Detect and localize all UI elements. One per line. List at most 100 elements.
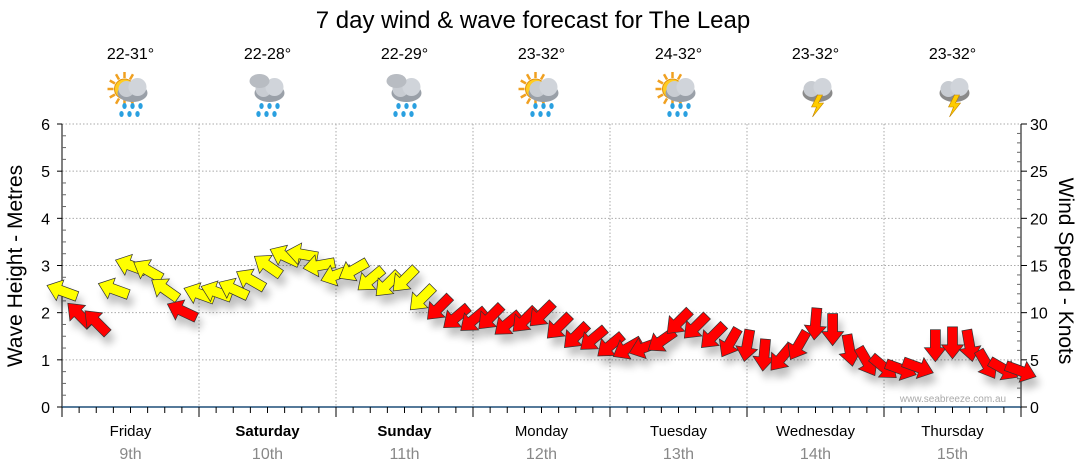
raindrop	[678, 103, 683, 109]
day-date: 13th	[663, 446, 694, 463]
wind-arrow	[409, 283, 437, 311]
wind-arrow	[529, 299, 557, 327]
day-name: Sunday	[377, 423, 432, 440]
sun-ray	[128, 73, 135, 81]
sun-ray	[539, 73, 546, 81]
wind-arrow	[787, 328, 812, 361]
sun-ray	[676, 73, 683, 81]
raindrop	[409, 111, 414, 117]
wind-arrow	[357, 265, 387, 291]
cloud	[386, 74, 407, 88]
wind-arrow	[302, 254, 336, 278]
raindrop	[541, 103, 546, 109]
sun-ray	[114, 73, 121, 81]
wind-arrow	[923, 329, 948, 363]
wind-arrow	[253, 254, 284, 280]
raindrop	[272, 111, 277, 117]
day-temp: 24-32°	[655, 46, 702, 63]
y-right-tick-label: 15	[1030, 259, 1048, 276]
day-temp: 23-32°	[929, 46, 976, 63]
wind-arrow	[133, 259, 165, 284]
y-right-tick-label: 20	[1030, 211, 1048, 228]
watermark: www.seabreeze.com.au	[899, 394, 1006, 405]
day-temp: 22-31°	[107, 46, 154, 63]
y-left-tick-label: 5	[41, 164, 50, 181]
day-name: Wednesday	[776, 423, 855, 440]
raindrop	[675, 111, 680, 117]
sun-cloud-rain-icon	[655, 72, 696, 117]
y-axis-right-label: Wind Speed - Knots	[1054, 178, 1077, 365]
wind-arrow	[443, 302, 472, 329]
wind-arrow	[803, 307, 828, 341]
wind-arrow	[683, 311, 711, 339]
chart-title: 7 day wind & wave forecast for The Leap	[316, 7, 750, 34]
y-left-tick-label: 1	[41, 353, 50, 370]
raindrop	[264, 111, 269, 117]
raindrop	[135, 111, 140, 117]
cloud	[249, 74, 270, 88]
lightning	[948, 94, 962, 118]
raindrop	[549, 103, 554, 109]
sun-ray	[657, 79, 664, 85]
day-name: Tuesday	[650, 423, 707, 440]
day-temp: 23-32°	[518, 46, 565, 63]
sun-ray	[520, 93, 527, 99]
day-name: Friday	[110, 423, 152, 440]
wind-arrow	[46, 279, 80, 302]
raindrop	[138, 103, 143, 109]
storm-icon	[802, 78, 833, 118]
storm-icon	[939, 78, 970, 118]
raindrop	[686, 103, 691, 109]
wind-arrow	[338, 257, 370, 282]
wind-arrow	[580, 324, 609, 350]
y-right-tick-label: 30	[1030, 117, 1048, 134]
cloud	[265, 78, 284, 96]
sun-ray	[657, 93, 664, 99]
day-temp: 22-28°	[244, 46, 291, 63]
sun-ray	[109, 93, 116, 99]
raindrop	[670, 103, 675, 109]
raindrop	[130, 103, 135, 109]
y-axis-left-label: Wave Height - Metres	[4, 165, 27, 367]
day-date: 12th	[526, 446, 557, 463]
wind-arrow	[151, 278, 182, 303]
wind-arrow	[597, 331, 626, 357]
wind-arrow	[1003, 360, 1037, 383]
y-left-tick-label: 4	[41, 211, 50, 228]
day-date: 10th	[252, 446, 283, 463]
raindrop	[396, 103, 401, 109]
sun-cloud-rain-icon	[107, 72, 148, 117]
day-date: 14th	[800, 446, 831, 463]
sun-ray	[109, 79, 116, 85]
wind-arrow	[97, 277, 131, 300]
y-left-tick-label: 2	[41, 306, 50, 323]
lightning	[811, 94, 825, 118]
y-left-tick-label: 0	[41, 400, 50, 417]
y-right-tick-label: 10	[1030, 306, 1048, 323]
sun-cloud-rain-icon	[518, 72, 559, 117]
sun-ray	[525, 97, 532, 105]
raindrop	[267, 103, 272, 109]
cloud	[539, 78, 558, 96]
day-temp: 23-32°	[792, 46, 839, 63]
raindrop	[259, 103, 264, 109]
wind-arrow	[940, 326, 965, 360]
wind-arrow	[901, 356, 934, 379]
wind-arrow	[236, 268, 268, 293]
raindrop	[119, 111, 124, 117]
raindrop	[275, 103, 280, 109]
raindrop	[412, 103, 417, 109]
y-right-tick-label: 25	[1030, 164, 1048, 181]
raindrop	[530, 111, 535, 117]
y-left-tick-label: 6	[41, 117, 50, 134]
wind-arrow	[285, 242, 319, 266]
raindrop	[401, 111, 406, 117]
raindrop	[404, 103, 409, 109]
y-right-tick-label: 5	[1030, 353, 1039, 370]
cloud	[402, 78, 421, 96]
wind-arrow	[392, 264, 420, 292]
sun-ray	[662, 73, 669, 81]
day-date: 15th	[937, 446, 968, 463]
wind-arrow	[564, 320, 592, 348]
